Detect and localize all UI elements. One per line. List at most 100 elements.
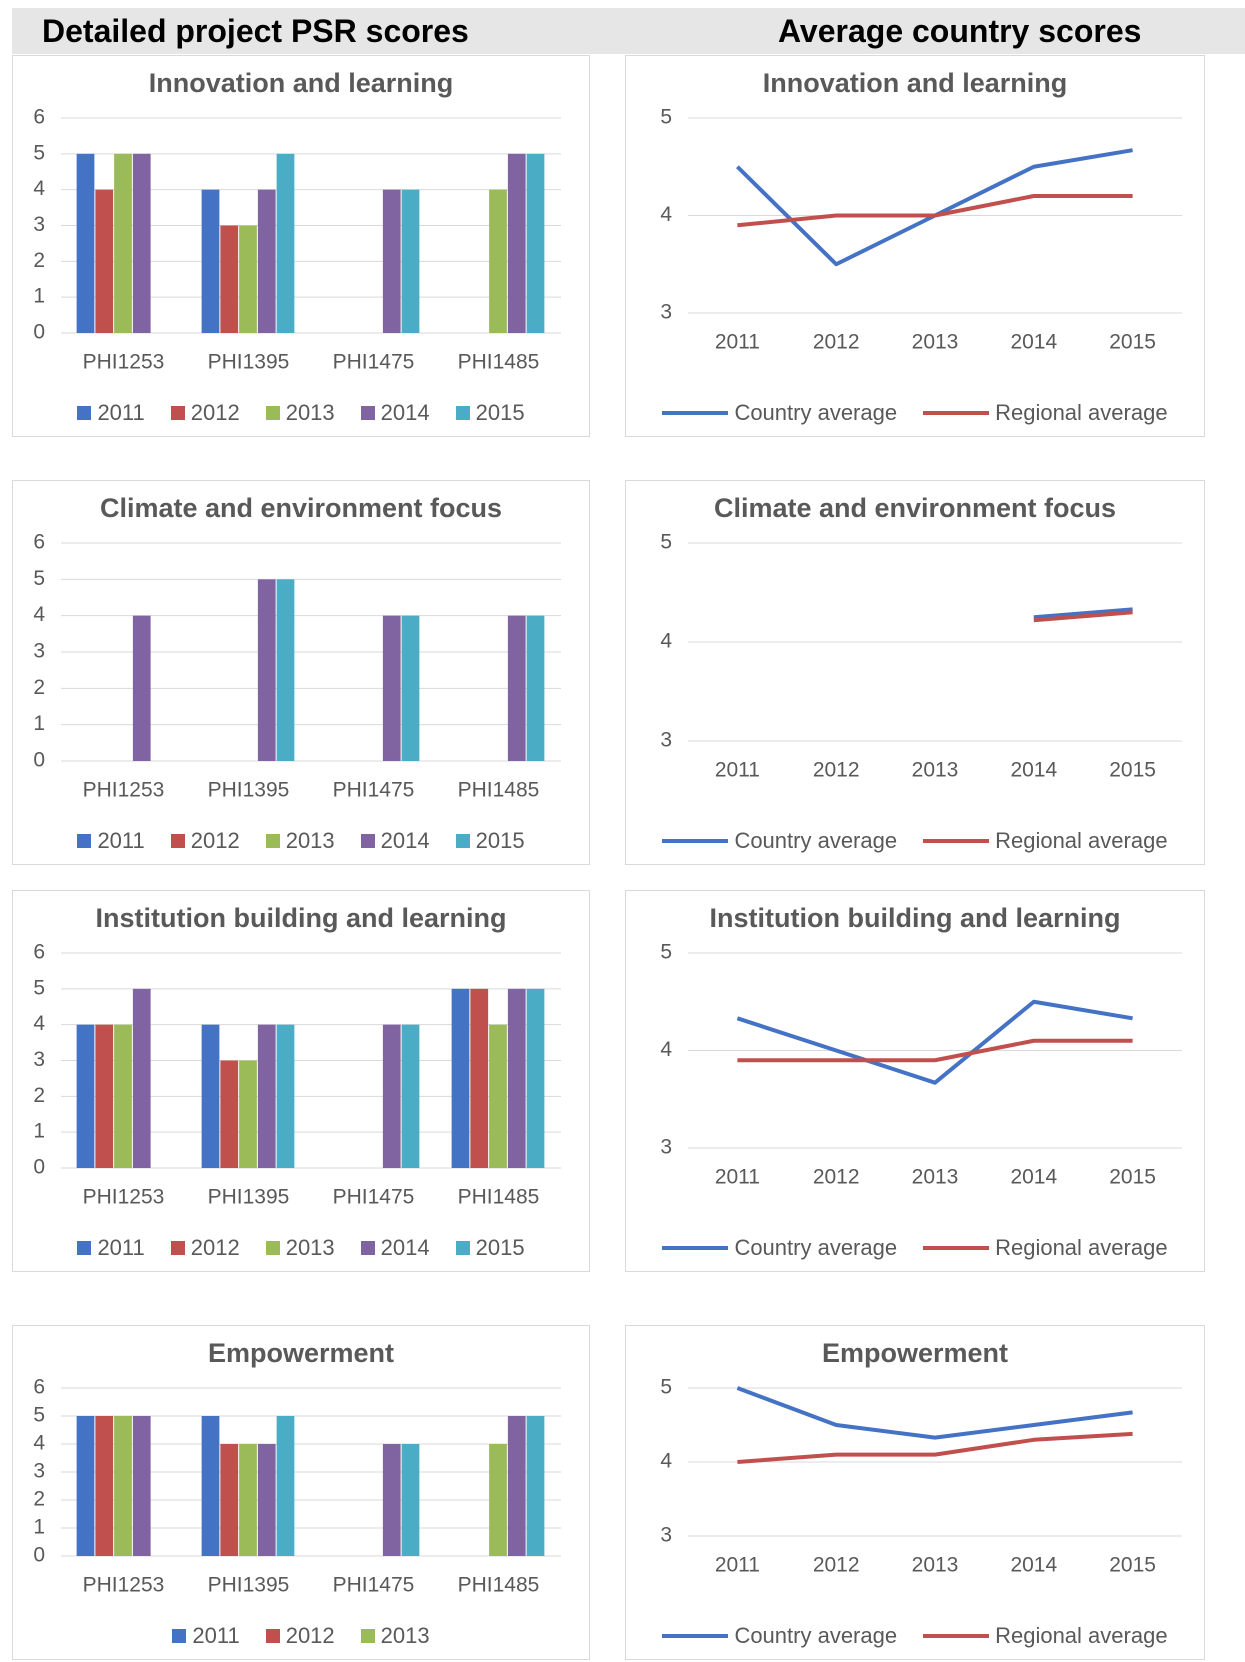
line-chart-panel: 3 4 5 2011 2012 2013 2014 2015 Climate and envir… bbox=[625, 480, 1205, 865]
legend-swatch bbox=[360, 834, 375, 848]
legend-item: 2015 bbox=[455, 828, 525, 854]
bar bbox=[239, 1444, 257, 1556]
bar bbox=[401, 1024, 420, 1168]
legend-label: Regional average bbox=[995, 400, 1168, 425]
x-tick-label: 2012 bbox=[813, 1554, 860, 1577]
legend: Country average Regional average bbox=[626, 400, 1204, 426]
legend-label: 2012 bbox=[285, 1623, 335, 1648]
plot: 3 4 5 2011 2012 2013 2014 2015 bbox=[660, 106, 1182, 354]
x-tick-label: PHI1253 bbox=[83, 1574, 165, 1597]
line-series bbox=[1033, 610, 1133, 623]
legend-swatch bbox=[360, 1241, 375, 1255]
x-tick-label: PHI1253 bbox=[83, 1186, 165, 1209]
chart-title: Climate and environment focus bbox=[99, 493, 503, 523]
x-tick-label: PHI1475 bbox=[333, 779, 415, 802]
legend-label: 2011 bbox=[192, 1623, 240, 1648]
y-tick-label: 3 bbox=[660, 301, 672, 324]
chart-title: Empowerment bbox=[821, 1338, 1009, 1368]
legend-swatch bbox=[265, 1629, 280, 1643]
x-tick-label: PHI1485 bbox=[458, 1186, 540, 1209]
x-tick-label: 2013 bbox=[912, 1166, 959, 1189]
legend-swatch bbox=[923, 839, 990, 843]
y-tick-label: 2 bbox=[33, 249, 45, 272]
x-tick-label: 2011 bbox=[715, 1554, 760, 1577]
legend-swatch bbox=[923, 411, 990, 415]
bar bbox=[382, 615, 401, 761]
bar bbox=[114, 153, 132, 333]
chart-title: Climate and environment focus bbox=[713, 493, 1117, 523]
legend-item: 2011 bbox=[77, 828, 145, 854]
legend-item: Regional average bbox=[923, 400, 1168, 426]
legend-label: 2015 bbox=[475, 1235, 525, 1260]
legend-swatch bbox=[455, 1241, 470, 1255]
bar bbox=[507, 615, 526, 761]
x-tick-label: 2012 bbox=[813, 759, 860, 782]
y-tick-label: 4 bbox=[33, 177, 45, 200]
bar bbox=[489, 1444, 507, 1556]
bar bbox=[507, 1416, 526, 1556]
y-tick-label: 3 bbox=[33, 1048, 45, 1071]
legend-label: 2013 bbox=[285, 1235, 335, 1260]
line-series bbox=[736, 1386, 1133, 1440]
x-tick-label: 2015 bbox=[1109, 1554, 1156, 1577]
legend-item: Country average bbox=[662, 828, 897, 854]
legend-swatch bbox=[172, 1629, 187, 1643]
legend-item: Regional average bbox=[923, 828, 1168, 854]
bar bbox=[470, 988, 489, 1168]
bar bbox=[76, 153, 95, 333]
legend-swatch bbox=[662, 839, 729, 843]
x-tick-label: PHI1475 bbox=[333, 1186, 415, 1209]
legend-swatch bbox=[170, 834, 185, 848]
y-tick-label: 3 bbox=[660, 729, 672, 752]
legend: 2011 2012 2013 bbox=[13, 1623, 589, 1649]
plot: 0 1 2 3 4 5 6 PHI1253 PHI1395 PHI1475 PHI1485 bbox=[33, 106, 561, 374]
bar bbox=[95, 1416, 114, 1556]
legend-swatch bbox=[77, 834, 92, 848]
bar bbox=[276, 153, 295, 333]
legend-swatch bbox=[455, 406, 470, 420]
legend-label: Country average bbox=[734, 1235, 898, 1260]
y-tick-label: 6 bbox=[33, 941, 45, 964]
bar-chart-panel: 0 1 2 3 4 5 6 PHI1253 PHI1395 PHI1475 PHI1485 Innov… bbox=[12, 55, 590, 437]
y-tick-label: 2 bbox=[33, 676, 45, 699]
bar bbox=[201, 1024, 220, 1168]
plot: 0 1 2 3 4 5 6 PHI1253 PHI1395 PHI1475 PHI1485 bbox=[33, 941, 561, 1209]
bar bbox=[507, 988, 526, 1168]
line-series bbox=[737, 1431, 1133, 1464]
bar bbox=[276, 579, 295, 761]
x-tick-label: 2014 bbox=[1010, 759, 1057, 782]
legend-label: 2012 bbox=[190, 828, 240, 853]
y-tick-label: 6 bbox=[33, 1376, 45, 1399]
bar bbox=[257, 1444, 276, 1556]
legend-swatch bbox=[360, 406, 375, 420]
bar bbox=[401, 189, 420, 333]
x-tick-label: PHI1253 bbox=[83, 779, 165, 802]
legend-label: 2015 bbox=[475, 828, 525, 853]
bar bbox=[257, 189, 276, 333]
y-tick-label: 3 bbox=[33, 213, 45, 236]
line-series bbox=[1033, 607, 1133, 620]
legend: 2011 2012 2013 2014 2015 bbox=[13, 1235, 589, 1261]
bar bbox=[220, 225, 239, 333]
legend-label: 2013 bbox=[285, 828, 335, 853]
legend-label: 2012 bbox=[190, 1235, 240, 1260]
y-tick-label: 4 bbox=[660, 1038, 672, 1061]
x-tick-label: PHI1253 bbox=[83, 351, 165, 374]
legend-swatch bbox=[662, 1634, 729, 1638]
bar bbox=[114, 1416, 132, 1556]
legend-swatch bbox=[77, 1241, 92, 1255]
legend-swatch bbox=[265, 1241, 280, 1255]
bar-chart-panel: 0 1 2 3 4 5 6 PHI1253 PHI1395 PHI1475 PHI1485 Empow… bbox=[12, 1325, 590, 1660]
legend-item: 2014 bbox=[360, 1235, 430, 1261]
y-tick-label: 3 bbox=[660, 1524, 672, 1547]
y-tick-label: 5 bbox=[33, 976, 45, 999]
bar bbox=[526, 153, 545, 333]
x-tick-label: 2013 bbox=[912, 1554, 959, 1577]
y-tick-label: 4 bbox=[33, 1432, 45, 1455]
legend-item: 2013 bbox=[265, 1235, 335, 1261]
x-tick-label: 2012 bbox=[813, 1166, 860, 1189]
chart-title: Institution building and learning bbox=[95, 903, 507, 933]
line-series bbox=[737, 194, 1133, 228]
plot: 3 4 5 2011 2012 2013 2014 2015 bbox=[660, 531, 1182, 782]
